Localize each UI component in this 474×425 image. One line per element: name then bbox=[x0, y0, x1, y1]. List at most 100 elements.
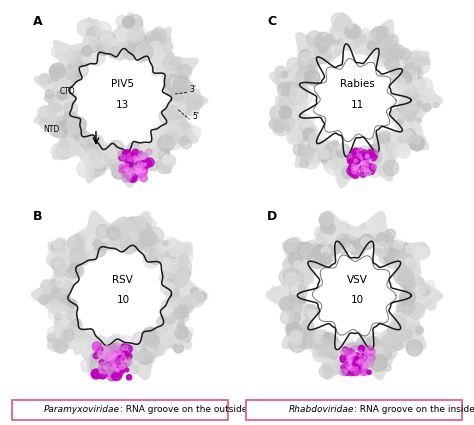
Circle shape bbox=[346, 343, 359, 357]
Circle shape bbox=[292, 66, 298, 72]
Circle shape bbox=[66, 238, 83, 254]
Circle shape bbox=[373, 133, 389, 148]
Circle shape bbox=[370, 152, 382, 163]
Circle shape bbox=[339, 357, 356, 374]
Circle shape bbox=[142, 158, 151, 167]
Circle shape bbox=[176, 79, 193, 95]
Circle shape bbox=[99, 31, 116, 48]
Circle shape bbox=[346, 338, 353, 346]
Circle shape bbox=[300, 244, 313, 258]
Circle shape bbox=[56, 143, 72, 159]
Circle shape bbox=[79, 22, 93, 36]
Circle shape bbox=[328, 243, 340, 255]
Circle shape bbox=[76, 329, 84, 337]
Circle shape bbox=[165, 286, 180, 300]
Circle shape bbox=[130, 365, 139, 374]
Circle shape bbox=[157, 44, 162, 49]
Circle shape bbox=[144, 343, 151, 351]
Circle shape bbox=[77, 160, 94, 178]
Circle shape bbox=[51, 90, 56, 95]
Circle shape bbox=[355, 365, 360, 371]
Circle shape bbox=[62, 76, 73, 88]
Circle shape bbox=[354, 354, 359, 360]
Circle shape bbox=[290, 330, 302, 343]
Circle shape bbox=[120, 155, 126, 160]
Circle shape bbox=[318, 246, 336, 264]
Circle shape bbox=[80, 134, 90, 145]
Circle shape bbox=[130, 227, 137, 233]
Circle shape bbox=[126, 347, 135, 356]
Circle shape bbox=[301, 339, 311, 349]
Circle shape bbox=[154, 244, 163, 252]
Circle shape bbox=[347, 350, 355, 358]
Circle shape bbox=[290, 88, 305, 103]
Circle shape bbox=[307, 269, 315, 277]
Circle shape bbox=[65, 50, 75, 60]
Circle shape bbox=[145, 163, 146, 165]
Circle shape bbox=[320, 221, 333, 233]
Circle shape bbox=[70, 140, 80, 151]
Circle shape bbox=[289, 282, 296, 289]
Circle shape bbox=[152, 27, 166, 42]
Circle shape bbox=[314, 343, 328, 358]
Circle shape bbox=[344, 366, 350, 372]
Circle shape bbox=[67, 324, 76, 333]
Circle shape bbox=[355, 363, 361, 369]
Circle shape bbox=[313, 245, 328, 260]
Circle shape bbox=[139, 32, 145, 39]
Circle shape bbox=[289, 89, 304, 105]
Circle shape bbox=[105, 349, 110, 355]
Circle shape bbox=[118, 234, 136, 251]
Circle shape bbox=[366, 167, 374, 175]
Circle shape bbox=[105, 366, 113, 374]
Circle shape bbox=[170, 253, 175, 258]
Circle shape bbox=[99, 355, 101, 357]
Circle shape bbox=[377, 145, 386, 154]
Circle shape bbox=[135, 169, 139, 173]
Circle shape bbox=[414, 278, 419, 283]
Circle shape bbox=[375, 341, 386, 352]
Circle shape bbox=[346, 363, 349, 366]
Circle shape bbox=[359, 156, 374, 171]
Circle shape bbox=[192, 96, 202, 106]
Circle shape bbox=[368, 35, 377, 43]
Circle shape bbox=[319, 149, 330, 159]
Circle shape bbox=[417, 118, 422, 122]
Circle shape bbox=[302, 152, 320, 169]
Circle shape bbox=[355, 159, 358, 162]
Circle shape bbox=[145, 31, 162, 48]
Circle shape bbox=[142, 156, 146, 160]
Circle shape bbox=[364, 165, 370, 171]
Circle shape bbox=[353, 354, 355, 355]
Circle shape bbox=[182, 269, 191, 278]
Circle shape bbox=[352, 151, 356, 155]
Circle shape bbox=[302, 241, 318, 257]
Circle shape bbox=[417, 270, 421, 275]
Circle shape bbox=[405, 258, 412, 265]
Circle shape bbox=[140, 168, 146, 173]
Circle shape bbox=[45, 94, 53, 102]
Circle shape bbox=[345, 352, 350, 358]
Circle shape bbox=[164, 155, 176, 167]
Circle shape bbox=[288, 300, 296, 309]
Circle shape bbox=[349, 367, 356, 373]
Circle shape bbox=[399, 322, 407, 329]
Circle shape bbox=[352, 148, 360, 157]
Circle shape bbox=[125, 157, 134, 165]
Circle shape bbox=[286, 323, 301, 337]
Circle shape bbox=[139, 172, 145, 178]
Circle shape bbox=[356, 153, 363, 159]
Circle shape bbox=[82, 50, 91, 58]
Circle shape bbox=[383, 351, 392, 359]
Circle shape bbox=[112, 154, 118, 161]
Circle shape bbox=[67, 118, 83, 134]
Circle shape bbox=[276, 96, 292, 111]
Circle shape bbox=[130, 19, 143, 31]
Circle shape bbox=[398, 71, 411, 85]
Circle shape bbox=[348, 356, 355, 363]
Circle shape bbox=[348, 154, 352, 158]
Circle shape bbox=[402, 291, 412, 300]
Circle shape bbox=[398, 305, 406, 312]
Circle shape bbox=[346, 363, 351, 368]
Circle shape bbox=[362, 164, 365, 168]
